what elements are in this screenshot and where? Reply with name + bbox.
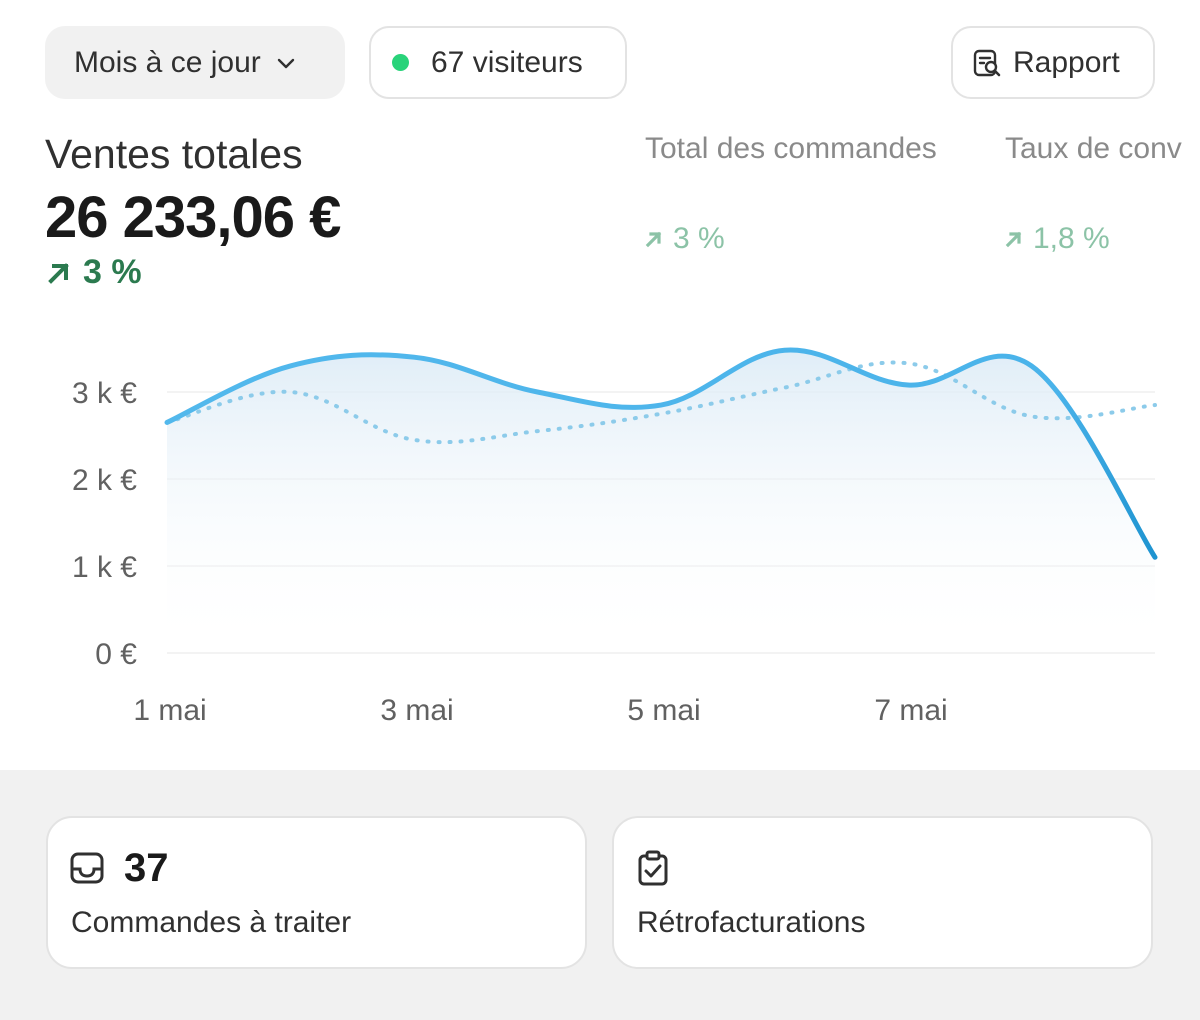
arrow-up-right-icon	[48, 262, 69, 284]
kpi-change: 1,8 %	[1005, 222, 1200, 256]
series-area	[167, 349, 1155, 653]
kpi-title: Taux de conv	[1005, 132, 1182, 165]
visitors-label: 67 visiteurs	[431, 45, 583, 79]
chevron-down-icon	[277, 58, 294, 68]
chargebacks-card[interactable]: Rétrofacturations	[612, 816, 1153, 969]
x-tick-label: 7 mai	[874, 694, 947, 727]
date-range-selector[interactable]: Mois à ce jour	[45, 26, 345, 99]
kpi-total-orders[interactable]: Total des commandes 3 %	[645, 132, 937, 256]
y-tick-label: 3 k €	[72, 377, 137, 410]
kpi-title: Ventes totales	[45, 131, 303, 177]
x-tick-label: 1 mai	[133, 694, 206, 727]
kpi-conversion-rate[interactable]: Taux de conv 1,8 %	[1005, 132, 1200, 256]
orders-count: 37	[124, 846, 169, 890]
card-label: Commandes à traiter	[71, 906, 352, 939]
top-toolbar: Mois à ce jour 67 visiteurs Rapport	[0, 0, 1200, 120]
arrow-up-right-icon	[645, 231, 662, 248]
date-range-label: Mois à ce jour	[74, 45, 261, 79]
x-tick-label: 3 mai	[380, 694, 453, 727]
y-tick-label: 1 k €	[72, 551, 137, 584]
kpi-change-value: 1,8 %	[1033, 222, 1110, 255]
card-label: Rétrofacturations	[637, 906, 866, 939]
report-label: Rapport	[1013, 45, 1120, 79]
kpi-change: 3 %	[645, 222, 937, 256]
online-dot-icon	[392, 54, 409, 71]
x-tick-label: 5 mai	[627, 694, 700, 727]
sales-series-line	[164, 347, 1158, 560]
kpi-title: Total des commandes	[645, 132, 937, 165]
comparison-series-line	[165, 360, 1157, 445]
kpi-change-value: 3 %	[673, 222, 725, 255]
y-tick-label: 2 k €	[72, 464, 137, 497]
inbox-icon	[70, 852, 104, 884]
kpi-total-sales[interactable]: Ventes totales 26 233,06 € 3 %	[45, 131, 341, 292]
clipboard-check-icon	[638, 850, 668, 886]
sales-line-chart[interactable]: 0 € 1 k € 2 k € 3 k € 1 mai 3 mai 5 mai 7 mai	[0, 320, 1200, 740]
kpi-value: 26 233,06 €	[45, 185, 341, 250]
bottom-section: 37 Commandes à traiter Rétrofacturations	[0, 770, 1200, 1020]
kpi-change: 3 %	[45, 253, 340, 292]
kpi-change-value: 3 %	[83, 253, 142, 291]
report-search-icon	[973, 49, 1001, 76]
orders-to-process-card[interactable]: 37 Commandes à traiter	[46, 816, 587, 969]
arrow-up-right-icon	[1005, 231, 1022, 248]
live-visitors-button[interactable]: 67 visiteurs	[369, 26, 627, 99]
report-button[interactable]: Rapport	[951, 26, 1155, 99]
y-tick-label: 0 €	[95, 638, 137, 671]
